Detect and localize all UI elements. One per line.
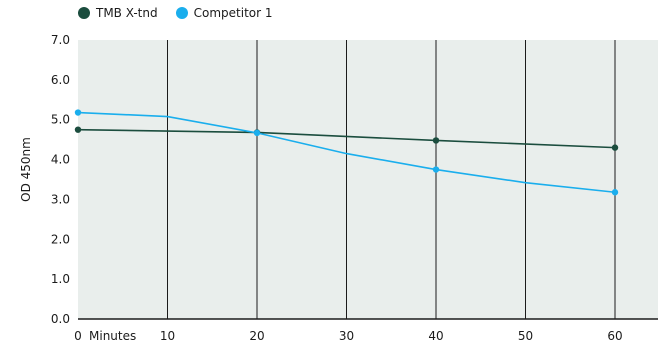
y-tick-label: 1.0	[51, 272, 70, 286]
data-point-series-0	[432, 137, 440, 144]
y-tick-label: 7.0	[51, 33, 70, 47]
x-tick-label: 10	[160, 329, 175, 343]
x-tick-label: 0	[74, 329, 82, 343]
x-tick-label: 20	[249, 329, 264, 343]
y-axis-title: OD 450nm	[19, 137, 33, 202]
data-point-series-1	[74, 109, 82, 116]
legend-marker-tmb	[78, 7, 90, 19]
y-tick-label: 3.0	[51, 192, 70, 206]
data-point-series-0	[74, 126, 82, 133]
x-tick-label: 40	[428, 329, 443, 343]
x-tick-label: 60	[607, 329, 622, 343]
legend-label-competitor: Competitor 1	[193, 6, 273, 20]
legend-item-tmb: TMB X-tnd	[78, 6, 158, 20]
series-line-0	[77, 128, 616, 149]
legend: TMB X-tnd Competitor 1	[78, 6, 273, 20]
y-tick-label: 4.0	[51, 153, 70, 167]
grid-lines	[167, 40, 616, 319]
data-point-series-1	[432, 166, 440, 173]
x-axis-ticks: 0 10 20 30 40 50 60	[74, 329, 622, 343]
y-tick-label: 2.0	[51, 232, 70, 246]
y-axis-ticks: 0.0 1.0 2.0 3.0 4.0 5.0 6.0 7.0	[51, 33, 70, 326]
legend-label-tmb: TMB X-tnd	[96, 6, 158, 20]
series-layer	[74, 109, 619, 196]
x-tick-label: 30	[339, 329, 354, 343]
series-line-1	[77, 111, 616, 194]
legend-item-competitor: Competitor 1	[175, 6, 273, 20]
y-tick-label: 0.0	[51, 312, 70, 326]
y-tick-label: 5.0	[51, 113, 70, 127]
legend-marker-competitor	[175, 7, 188, 19]
y-tick-label: 6.0	[51, 73, 70, 87]
data-point-series-1	[253, 129, 261, 137]
x-tick-label: 50	[518, 329, 533, 343]
data-point-series-0	[611, 144, 619, 151]
data-point-series-1	[611, 189, 619, 196]
x-axis-unit-label: Minutes	[89, 329, 136, 343]
plot-background	[78, 40, 658, 319]
